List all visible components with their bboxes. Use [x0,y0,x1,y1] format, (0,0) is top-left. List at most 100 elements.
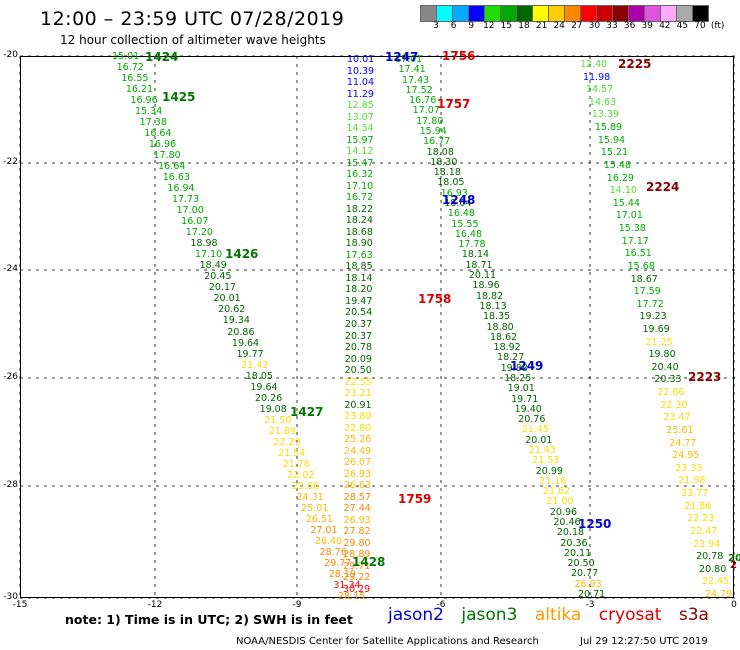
swh-value: 21.42 [241,359,269,371]
swh-value: 15.89 [594,122,623,134]
swh-value: 15.97 [346,134,374,146]
lon-label: -3 [585,600,595,610]
swh-value: 20.62 [218,304,246,316]
swh-value: 18.67 [630,273,658,285]
swh-value: 14.57 [585,84,614,96]
swh-value: 21.53 [532,455,560,467]
swh-value: 21.25 [645,336,673,348]
swh-value: 20.76 [518,414,546,426]
swh-value: 17.80 [153,150,181,162]
swh-value: 18.80 [486,321,514,333]
swh-value: 18.08 [426,146,454,158]
swh-value: 16.48 [447,208,475,220]
swh-value: 10.01 [347,54,375,65]
swh-value: 24.77 [669,437,697,449]
swh-value: 16.51 [624,248,652,260]
swh-value: 13.39 [591,109,620,121]
swh-value: 16.07 [181,216,209,228]
swh-value: 22.02 [287,469,315,481]
scale-label: 12 [483,21,495,31]
swh-value: 26.93 [574,578,602,590]
swh-value: 17.17 [621,235,649,247]
swh-value: 23.80 [344,411,372,423]
swh-value: 18.98 [190,238,218,250]
swh-value: 19.40 [514,403,542,415]
swh-value: 17.72 [636,298,664,310]
swh-value: 20.26 [254,392,283,404]
swh-value: 20.33 [654,374,682,386]
swh-value: 18.85 [345,261,373,273]
swh-value: 21.98 [678,475,706,487]
pass-id-label: 1247 [385,50,419,64]
scale-label: 15 [500,21,513,31]
swh-value: 15.38 [618,223,646,235]
swh-value: 16.64 [158,161,186,173]
swh-value: 18.62 [490,331,518,343]
pass-id-label: 1425 [162,90,196,104]
swh-value: 28.57 [343,491,371,503]
timestamp: Jul 29 12:27:50 UTC 2019 [580,636,708,647]
swh-value: 16.76 [409,95,437,107]
swh-value: 21.00 [546,496,574,508]
swh-value: 19.64 [250,381,278,393]
swh-value: 23.21 [344,388,372,400]
swh-value: 17.43 [402,74,430,86]
pass-id-label: 1427 [290,405,324,419]
footnote: note: 1) Time is in UTC; 2) SWH is in fe… [65,612,353,627]
swh-value: 20.36 [560,537,588,549]
swh-value: 28.15 [338,591,366,602]
swh-value: 15.21 [600,147,629,159]
swh-value: 15.01 [112,51,140,62]
swh-value: 19.23 [639,311,667,323]
swh-value: 20.01 [525,434,553,446]
scale-label: 9 [468,21,475,31]
swh-value: 17.59 [633,286,661,298]
swh-value: 16.64 [144,128,172,140]
swh-value: 21.89 [268,425,297,437]
pass-id-label: 1759 [398,492,432,506]
swh-value: 17.73 [171,194,200,206]
swh-value: 20.50 [344,365,372,377]
swh-value: 29.80 [343,537,371,549]
swh-value: 21.62 [542,486,570,498]
swh-value: 13.07 [346,111,374,123]
swh-value: 18.90 [345,238,373,250]
legend-s3a: s3a [678,605,709,625]
swh-value: 15.44 [612,197,640,209]
swh-value: 22.47 [690,525,718,537]
swh-value: 28.76 [319,546,347,558]
swh-value: 10.39 [346,65,375,77]
swh-value: 12.85 [346,100,374,112]
swh-value: 20.01 [213,293,241,305]
swh-value: 16.29 [606,172,634,184]
swh-value: 31.34 [333,579,361,591]
pass-id-label: 1249 [510,359,544,373]
lat-label: -26 [3,372,18,382]
swh-value: 16.96 [148,139,177,151]
swh-value: 23.94 [693,538,721,550]
swh-value: 20.80 [699,563,727,575]
swh-value: 18.71 [465,259,493,271]
swh-value: 20.50 [567,558,595,570]
swh-value: 20.86 [227,326,255,338]
swh-value: 17.10 [346,180,374,192]
swh-value: 21.43 [528,444,556,456]
swh-value: 11.29 [346,88,374,100]
map-subtitle: 12 hour collection of altimeter wave hei… [60,33,326,47]
swh-value: 16.32 [346,169,374,181]
swh-value: 20.77 [570,568,599,580]
swh-value: 22.66 [291,480,320,492]
swh-value: 18.68 [345,226,373,238]
swh-value: 23.47 [663,412,691,424]
swh-value: 22.30 [660,399,688,411]
swh-value: 20.18 [556,527,585,539]
swh-value: 20.09 [344,353,372,365]
swh-value: 22.66 [657,387,685,399]
swh-value: 17.01 [615,210,643,222]
swh-value: 19.34 [222,315,250,327]
swh-value: 17.20 [185,227,213,239]
satellite-legend: jason2 jason3 altika cryosat s3a [388,605,721,625]
lon-label: -6 [436,600,446,610]
swh-value: 21.45 [521,424,549,436]
